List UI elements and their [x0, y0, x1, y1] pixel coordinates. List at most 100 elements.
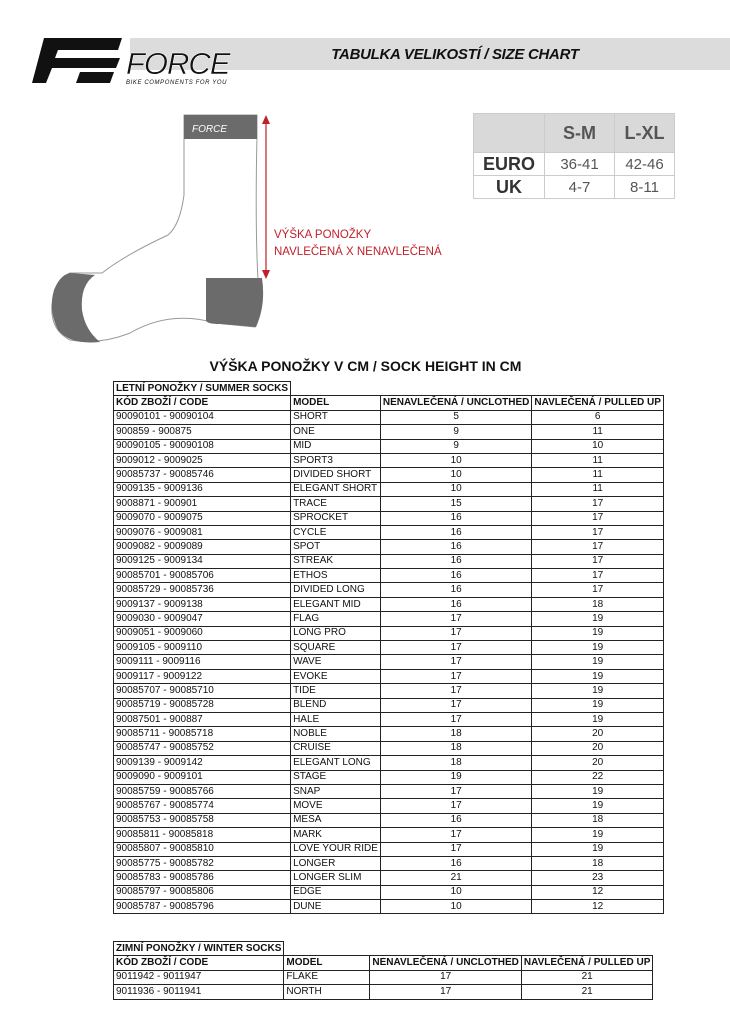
pulled-up-cell: 23	[531, 870, 664, 886]
table-row: 90087501 - 900887 HALE 17 19	[112, 711, 664, 728]
table-row: 9009076 - 9009081 CYCLE 16 17	[112, 524, 664, 541]
model-cell: WAVE	[290, 654, 381, 670]
code-cell: 90085807 - 90085810	[112, 841, 292, 857]
unclothed-cell: 10	[379, 467, 533, 483]
code-cell: 90090101 - 90090104	[112, 409, 292, 426]
unclothed-cell: 10	[379, 452, 533, 469]
model-cell: LONGER	[290, 855, 381, 872]
measurement-label: VÝŠKA PONOŽKY NAVLEČENÁ X NENAVLEČENÁ	[274, 227, 442, 261]
model-cell: HALE	[290, 711, 381, 728]
code-cell: 9009125 - 9009134	[112, 553, 292, 570]
code-cell: 9009137 - 9009138	[112, 596, 292, 613]
pulled-up-cell: 17	[531, 553, 664, 570]
table-row: 9009070 - 9009075 SPROCKET 16 17	[112, 510, 664, 526]
code-cell: 9009051 - 9009060	[112, 625, 292, 642]
unclothed-cell: 16	[379, 539, 533, 555]
code-cell: 90090105 - 90090108	[112, 438, 292, 454]
model-cell: TRACE	[290, 496, 381, 512]
model-cell: ELEGANT SHORT	[290, 481, 381, 498]
page-title: TABULKA VELIKOSTÍ / SIZE CHART	[331, 46, 579, 63]
code-cell: 90085797 - 90085806	[112, 884, 292, 901]
unclothed-cell: 17	[379, 841, 533, 857]
model-cell: DIVIDED LONG	[290, 582, 381, 598]
column-header: NENAVLEČENÁ / UNCLOTHED	[379, 395, 533, 411]
pulled-up-cell: 19	[531, 668, 664, 685]
model-cell: MID	[290, 438, 381, 454]
code-cell: 90085747 - 90085752	[112, 740, 292, 757]
model-cell: SQUARE	[290, 640, 381, 656]
pulled-up-cell: 17	[531, 510, 664, 526]
table-row: 90085719 - 90085728 BLEND 17 19	[112, 697, 664, 713]
pulled-up-cell: 19	[531, 827, 664, 843]
column-header: KÓD ZBOŽÍ / CODE	[112, 395, 292, 411]
table-row: 9009082 - 9009089 SPOT 16 17	[112, 539, 664, 555]
unclothed-cell: 16	[379, 812, 533, 829]
pulled-up-cell: 18	[531, 812, 664, 829]
code-cell: 90085719 - 90085728	[112, 697, 292, 713]
pulled-up-cell: 19	[531, 654, 664, 670]
column-header: NAVLEČENÁ / PULLED UP	[520, 955, 654, 971]
code-cell: 9009076 - 9009081	[112, 524, 292, 541]
model-cell: LOVE YOUR RIDE	[290, 841, 381, 857]
pulled-up-cell: 19	[531, 697, 664, 713]
pulled-up-cell: 12	[531, 884, 664, 901]
pulled-up-cell: 21	[520, 984, 654, 1000]
caption-spacer	[290, 381, 664, 397]
unclothed-cell: 17	[379, 654, 533, 670]
table-row: 9009090 - 9009101 STAGE 19 22	[112, 769, 664, 785]
model-cell: BLEND	[290, 697, 381, 713]
table-row: 90085737 - 90085746 DIVIDED SHORT 10 11	[112, 467, 664, 483]
pulled-up-cell: 12	[531, 899, 664, 915]
unclothed-cell: 9	[379, 438, 533, 454]
table-row: 90085787 - 90085796 DUNE 10 12	[112, 899, 664, 915]
model-cell: EDGE	[290, 884, 381, 901]
code-cell: 9009105 - 9009110	[112, 640, 292, 656]
table-header-row: KÓD ZBOŽÍ / CODE MODEL NENAVLEČENÁ / UNCLO…	[112, 395, 664, 411]
code-cell: 9009082 - 9009089	[112, 539, 292, 555]
unclothed-cell: 17	[379, 711, 533, 728]
pulled-up-cell: 19	[531, 841, 664, 857]
code-cell: 90085783 - 90085786	[112, 870, 292, 886]
table-row: 9009135 - 9009136 ELEGANT SHORT 10 11	[112, 481, 664, 498]
model-cell: SPORT3	[290, 452, 381, 469]
unclothed-cell: 9	[379, 424, 533, 440]
svg-text:FORCE: FORCE	[192, 124, 227, 135]
code-cell: 90085811 - 90085818	[112, 827, 292, 843]
unclothed-cell: 17	[379, 668, 533, 685]
table-row: 9009051 - 9009060 LONG PRO 17 19	[112, 625, 664, 642]
code-cell: 9009111 - 9009116	[112, 654, 292, 670]
table-row: 9009117 - 9009122 EVOKE 17 19	[112, 668, 664, 685]
model-cell: CRUISE	[290, 740, 381, 757]
table-row: 9009139 - 9009142 ELEGANT LONG 18 20	[112, 755, 664, 771]
unclothed-cell: 15	[379, 496, 533, 512]
model-cell: SPOT	[290, 539, 381, 555]
pulled-up-cell: 20	[531, 726, 664, 742]
measure-label-line-2: NAVLEČENÁ X NENAVLEČENÁ	[274, 246, 442, 258]
code-cell: 90085737 - 90085746	[112, 467, 292, 483]
table-row: 9009111 - 9009116 WAVE 17 19	[112, 654, 664, 670]
svg-text:FORCE: FORCE	[126, 46, 231, 81]
code-cell: 9009090 - 9009101	[112, 769, 292, 785]
pulled-up-cell: 19	[531, 640, 664, 656]
unclothed-cell: 17	[369, 984, 522, 1000]
table-row: 90085701 - 90085706 ETHOS 16 17	[112, 568, 664, 584]
table-row: 9009125 - 9009134 STREAK 16 17	[112, 553, 664, 570]
table-row: 90085729 - 90085736 DIVIDED LONG 16 17	[112, 582, 664, 598]
table-caption-row: LETNÍ PONOŽKY / SUMMER SOCKS	[112, 380, 664, 397]
code-cell: 9009070 - 9009075	[112, 510, 292, 526]
pulled-up-cell: 11	[531, 424, 664, 440]
model-cell: LONG PRO	[290, 625, 381, 642]
code-cell: 9009135 - 9009136	[112, 481, 292, 498]
pulled-up-cell: 22	[531, 769, 664, 785]
code-cell: 90087501 - 900887	[112, 711, 292, 728]
table-row: 90085753 - 90085758 MESA 16 18	[112, 812, 664, 829]
code-cell: 9009012 - 9009025	[112, 452, 292, 469]
pulled-up-cell: 17	[531, 539, 664, 555]
code-cell: 900859 - 900875	[112, 424, 292, 440]
code-cell: 9011942 - 9011947	[112, 969, 285, 986]
code-cell: 90085775 - 90085782	[112, 855, 292, 872]
unclothed-cell: 16	[379, 510, 533, 526]
unclothed-cell: 5	[379, 409, 533, 426]
pulled-up-cell: 19	[531, 683, 664, 699]
pulled-up-cell: 6	[531, 409, 664, 426]
